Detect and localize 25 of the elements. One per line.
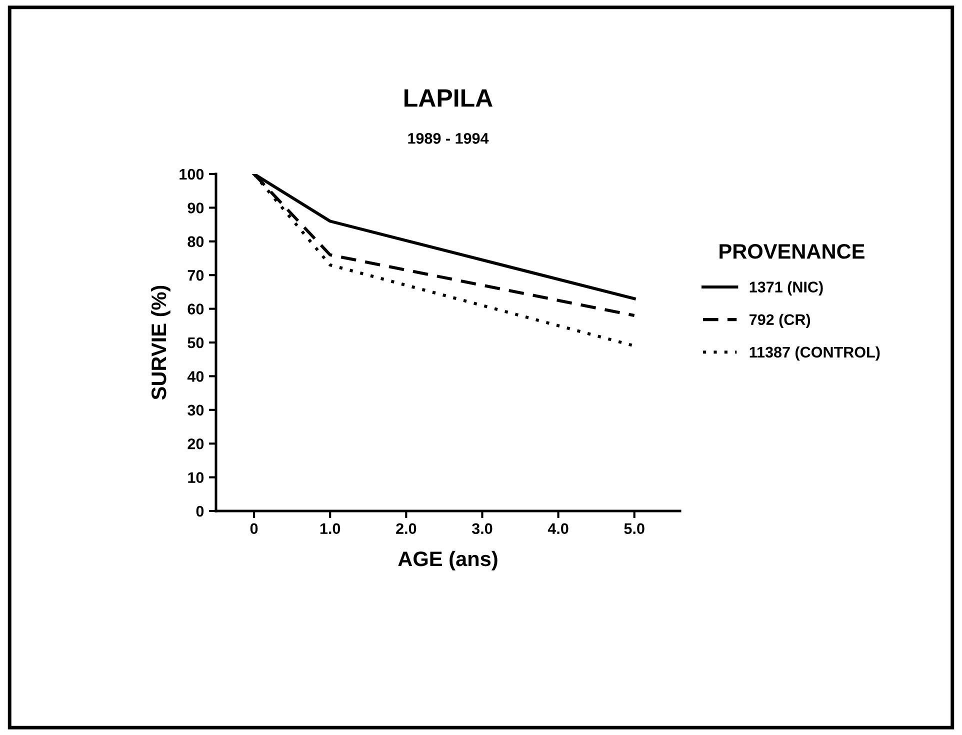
x-tick-label: 0 — [250, 523, 258, 534]
legend-label: 11387 (CONTROL) — [750, 346, 880, 361]
y-tick-label: 50 — [188, 337, 204, 348]
x-tick-label: 5.0 — [624, 523, 644, 534]
y-tick-label: 20 — [188, 438, 204, 450]
y-tick-label: 90 — [188, 202, 204, 214]
y-tick-label: 70 — [188, 270, 204, 281]
legend-title: PROVENANCE — [720, 244, 864, 259]
x-tick-label: 2.0 — [396, 523, 416, 534]
chart-title: LAPILA — [404, 89, 492, 107]
y-tick-label: 0 — [196, 506, 204, 517]
legend-label: 1371 (NIC) — [750, 281, 823, 296]
y-axis-title: SURVIE (%) — [150, 286, 170, 400]
legend-label: 792 (CR) — [750, 314, 810, 328]
chart-subtitle: 1989 - 1994 — [408, 133, 489, 144]
y-tick-label: 80 — [188, 236, 204, 248]
y-tick-label: 10 — [188, 472, 204, 483]
x-tick-label: 3.0 — [472, 523, 492, 534]
x-tick-label: 4.0 — [548, 523, 568, 534]
y-tick-label: 40 — [187, 371, 204, 382]
y-tick-label: 30 — [188, 404, 204, 416]
y-tick-label: 60 — [188, 304, 204, 314]
y-tick-label: 100 — [180, 168, 204, 180]
x-axis-title: AGE (ans) — [398, 550, 498, 570]
x-tick-label: 1.0 — [320, 523, 340, 534]
